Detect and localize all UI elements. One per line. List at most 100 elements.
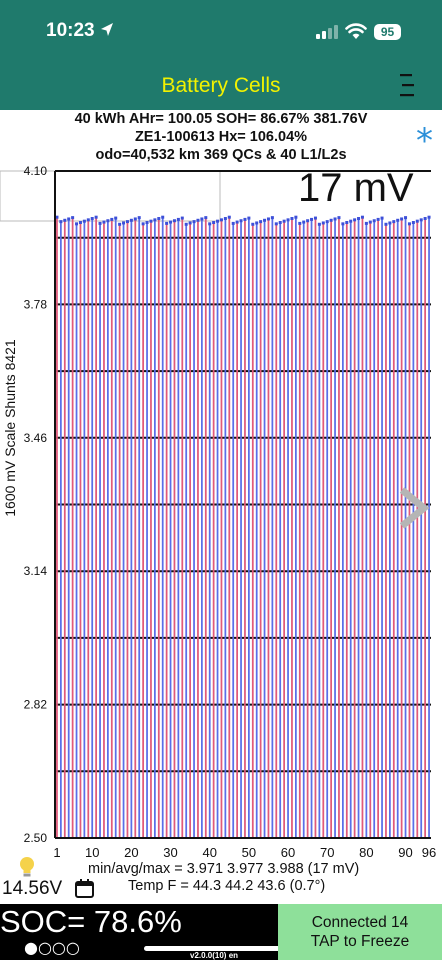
- status-bar: 10:23 95: [0, 0, 442, 62]
- cell-marker: [235, 220, 239, 224]
- cell-marker: [86, 218, 90, 222]
- y-tick-label: 4.10: [24, 164, 48, 178]
- x-tick-label: 90: [398, 845, 412, 860]
- x-tick-label: 50: [242, 845, 256, 860]
- cell-marker: [247, 216, 251, 220]
- connection-status-label: Connected 14: [311, 914, 409, 931]
- page-title: Battery Cells: [161, 74, 281, 97]
- cell-marker: [231, 221, 235, 225]
- menu-icon[interactable]: [398, 72, 418, 98]
- cell-marker: [329, 218, 333, 222]
- location-arrow-icon: [101, 23, 113, 36]
- cell-marker: [286, 218, 290, 222]
- cell-marker: [169, 220, 173, 224]
- cell-marker: [404, 216, 408, 220]
- cell-marker: [270, 216, 274, 220]
- cell-marker: [298, 221, 302, 225]
- cell-marker: [129, 218, 133, 222]
- cell-marker: [118, 222, 122, 226]
- cell-marker: [114, 216, 118, 220]
- connection-status-button[interactable]: Connected 14 TAP to Freeze: [278, 904, 442, 960]
- cell-marker: [180, 216, 184, 220]
- temperature-stats: Temp F = 44.3 44.2 43.6 (0.7°): [128, 878, 326, 894]
- cell-marker: [368, 220, 372, 224]
- y-tick-label: 2.82: [24, 698, 48, 712]
- cell-marker: [216, 219, 220, 223]
- cell-marker: [310, 217, 314, 221]
- cell-marker: [243, 217, 247, 221]
- pack-summary-line2: ZE1-100613 Hx= 106.04%: [134, 129, 308, 145]
- cell-marker: [263, 218, 267, 222]
- cell-marker: [78, 221, 82, 225]
- x-tick-label: 60: [281, 845, 295, 860]
- cell-marker: [274, 222, 278, 226]
- cell-marker: [145, 221, 149, 225]
- calendar-icon[interactable]: [75, 879, 94, 898]
- wifi-icon: [345, 23, 367, 39]
- cell-marker: [333, 217, 337, 221]
- cell-marker: [212, 221, 216, 225]
- x-tick-label: 10: [85, 845, 99, 860]
- cell-spread-readout: 17 mV: [298, 166, 414, 210]
- cell-marker: [427, 215, 431, 219]
- soc-readout: SOC= 78.6%: [0, 904, 182, 939]
- chevron-right-icon[interactable]: [396, 486, 430, 530]
- cell-marker: [63, 218, 67, 222]
- cell-marker: [372, 219, 376, 223]
- cell-marker: [106, 219, 110, 223]
- x-tick-label: 30: [163, 845, 177, 860]
- cell-marker: [82, 219, 86, 223]
- cell-marker: [266, 217, 270, 221]
- home-indicator[interactable]: [144, 946, 292, 951]
- cell-marker: [67, 217, 71, 221]
- lightbulb-icon[interactable]: [18, 856, 36, 878]
- cell-marker: [353, 218, 357, 222]
- cell-marker: [204, 216, 208, 220]
- cell-marker: [317, 222, 321, 226]
- cell-marker: [208, 222, 212, 226]
- cell-marker: [376, 217, 380, 221]
- cell-marker: [55, 215, 59, 219]
- cell-marker: [349, 219, 353, 223]
- zoom-box: [0, 170, 221, 222]
- cell-marker: [388, 221, 392, 225]
- cell-marker: [161, 215, 165, 219]
- pack-summary-line3: odo=40,532 km 369 QCs & 40 L1/L2s: [95, 147, 347, 163]
- bluetooth-star-icon[interactable]: *: [416, 121, 433, 161]
- cellular-signal-icon: [316, 25, 338, 39]
- cell-marker: [90, 217, 94, 221]
- cell-marker: [419, 218, 423, 222]
- page-indicator-dots[interactable]: ●○○○: [24, 938, 80, 957]
- aux-battery-voltage: 14.56V: [2, 878, 63, 899]
- cell-marker: [407, 222, 411, 226]
- cell-marker: [400, 217, 404, 221]
- cell-marker: [94, 215, 98, 219]
- cell-marker: [360, 215, 364, 219]
- cell-marker: [341, 222, 345, 226]
- cell-marker: [192, 220, 196, 224]
- y-tick-label: 3.78: [24, 297, 48, 311]
- cell-marker: [172, 219, 176, 223]
- cell-voltage-chart[interactable]: 4.10 3.78 3.46 3.14 2.82 2.50 1 10 20 30 40 50 60 70 8…: [0, 160, 442, 860]
- cell-marker: [239, 219, 243, 223]
- cell-marker: [384, 222, 388, 226]
- y-tick-label: 3.14: [24, 564, 48, 578]
- cell-marker: [110, 217, 114, 221]
- x-tick-label: 96: [422, 845, 436, 860]
- pack-summary-line1: 40 kWh AHr= 100.05 SOH= 86.67% 381.76V: [74, 111, 368, 127]
- cell-marker: [200, 217, 204, 221]
- app-bar: Battery Cells: [0, 62, 442, 110]
- cell-marker: [302, 220, 306, 224]
- cell-marker: [325, 220, 329, 224]
- cell-marker: [122, 221, 126, 225]
- cell-marker: [149, 219, 153, 223]
- cell-marker: [98, 221, 102, 225]
- battery-level-badge: 95: [374, 24, 401, 40]
- cell-marker: [345, 221, 349, 225]
- cell-marker: [137, 216, 141, 220]
- x-tick-label: 80: [359, 845, 373, 860]
- cell-marker: [251, 222, 255, 226]
- cell-marker: [196, 218, 200, 222]
- cell-marker: [321, 221, 325, 225]
- cell-marker: [290, 217, 294, 221]
